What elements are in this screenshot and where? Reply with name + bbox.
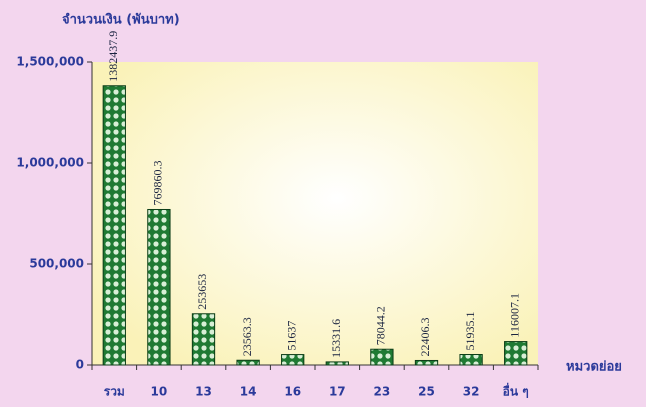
x-tick-label: 32 [463,385,480,399]
value-label: 769860.3 [151,160,165,205]
bar [459,354,483,366]
bar [414,359,439,366]
x-tick-label: รวม [104,385,125,399]
value-label: 23563.3 [240,317,254,356]
bar [236,359,260,366]
y-axis-title: จำนวนเงิน (พันบาท) [62,12,180,28]
y-tick-label: 1,000,000 [16,156,84,170]
x-tick-label: 17 [329,385,346,399]
value-label: 51637 [284,321,298,351]
value-label: 78044.2 [374,306,388,345]
y-tick-label: 0 [76,358,84,372]
y-tick-label: 500,000 [29,257,84,271]
x-tick-label: 13 [195,385,212,399]
value-label: 15331.6 [329,319,343,358]
x-tick-label: 25 [418,385,435,399]
value-label: 22406.3 [418,317,432,356]
bar [281,354,305,366]
bar [504,341,528,366]
x-tick-label: 16 [284,385,301,399]
value-label: 51935.1 [463,312,477,351]
x-tick-label: 23 [374,385,391,399]
value-label: 253653 [195,274,209,310]
x-axis-title: หมวดย่อย [566,360,622,375]
bar [325,361,349,366]
x-tick-label: 14 [240,385,257,399]
value-label: 116007.1 [507,293,521,338]
bar [147,208,171,366]
bar [191,313,216,366]
value-label: 1382437.9 [106,31,120,82]
bar [370,348,394,366]
bar [102,85,126,366]
y-tick-label: 1,500,000 [16,55,84,69]
x-tick-label: 10 [151,385,168,399]
x-tick-label: อื่น ๆ [503,383,529,399]
